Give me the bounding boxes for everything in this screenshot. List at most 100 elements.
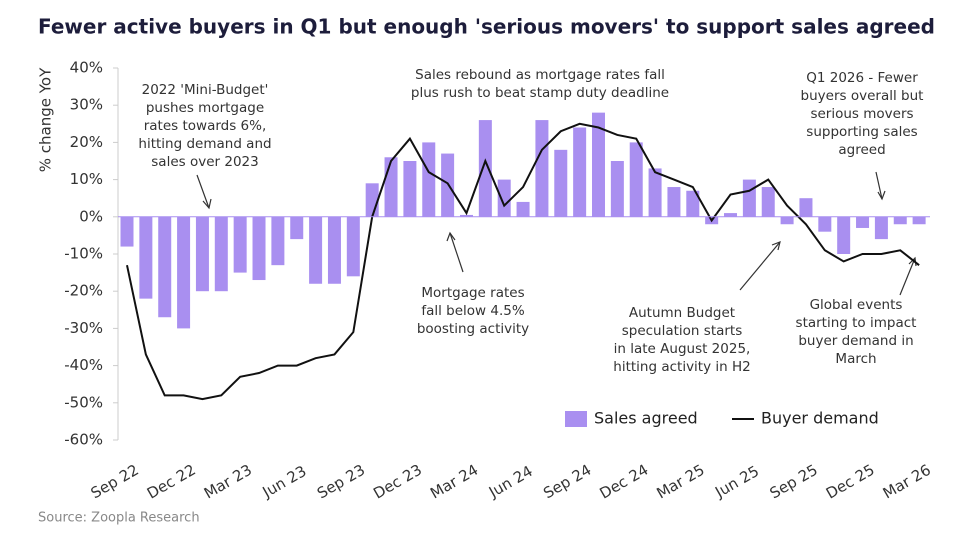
x-tick-label: Dec 23	[370, 461, 425, 503]
bar	[912, 216, 926, 225]
bar	[629, 142, 643, 217]
arrow	[875, 171, 883, 200]
bar	[874, 216, 888, 240]
x-tick-label: Mar 25	[653, 461, 707, 503]
annotation-line: in late August 2025,	[614, 341, 751, 357]
y-tick-label: 10%	[70, 170, 103, 188]
annotation: Q1 2026 - Fewer buyers overall but serious…	[801, 70, 924, 158]
bar	[686, 190, 700, 217]
arrows	[196, 171, 917, 296]
annotation-line: March	[835, 351, 876, 367]
x-tick-label: Mar 26	[880, 461, 934, 503]
chart-title: Fewer active buyers in Q1 but enough 'se…	[38, 15, 935, 39]
x-tick-label: Jun 24	[485, 462, 536, 502]
bar	[742, 179, 756, 217]
x-tick-label: Jun 25	[711, 462, 762, 502]
x-tick-label: Dec 22	[144, 461, 199, 503]
arrow-head	[877, 190, 886, 201]
x-tick-label: Jun 23	[259, 462, 310, 502]
bar	[214, 216, 228, 292]
legend-label: Buyer demand	[761, 409, 879, 428]
bar	[761, 187, 775, 217]
arrow-head	[771, 241, 781, 251]
legend-label: Sales agreed	[594, 409, 698, 428]
bar	[648, 168, 662, 217]
bar	[535, 120, 549, 217]
bar	[177, 216, 191, 329]
y-tick-label: 30%	[70, 96, 103, 114]
bar	[516, 201, 530, 217]
bar	[478, 120, 492, 217]
annotation-line: plus rush to beat stamp duty deadline	[411, 85, 669, 101]
y-tick-label: -40%	[64, 356, 103, 374]
bar	[158, 216, 172, 318]
bar	[422, 142, 436, 217]
x-tick-label: Sep 24	[540, 461, 594, 503]
y-tick-label: 20%	[70, 133, 103, 151]
bar	[724, 213, 738, 217]
annotation-line: buyer demand in	[798, 333, 913, 349]
bar	[497, 179, 511, 217]
annotation-line: hitting demand and	[138, 136, 271, 152]
x-tick-label: Mar 24	[427, 461, 481, 503]
annotation-line: speculation starts	[622, 323, 743, 339]
annotation-line: Global events	[810, 297, 903, 313]
bar	[818, 216, 832, 232]
bar	[290, 216, 304, 240]
arrow	[196, 174, 210, 209]
bar	[610, 161, 624, 217]
arrow-head	[446, 231, 456, 242]
bar	[139, 216, 153, 299]
y-tick-label: 0%	[79, 207, 103, 225]
source: Source: Zoopla Research	[38, 511, 200, 526]
annotation: Mortgage rates fall below 4.5% boosting ac…	[417, 285, 529, 337]
annotation-line: pushes mortgage	[146, 100, 264, 116]
annotation-line: boosting activity	[417, 321, 529, 337]
bar	[799, 198, 813, 217]
annotation: Global events starting to impact buyer dem…	[796, 297, 917, 367]
y-tick-label: -20%	[64, 282, 103, 300]
bar	[893, 216, 907, 225]
annotation-line: rates towards 6%,	[144, 118, 267, 134]
annotation: Autumn Budget speculation starts in late A…	[613, 305, 750, 375]
y-axis-label: % change YoY	[37, 67, 55, 172]
bar	[554, 149, 568, 217]
x-tick-label: Dec 24	[597, 461, 652, 503]
annotation-line: starting to impact	[796, 315, 917, 331]
annotation-line: 2022 'Mini-Budget'	[142, 82, 269, 98]
annotation: 2022 'Mini-Budget' pushes mortgage rates t…	[138, 82, 271, 170]
y-tick-label: -10%	[64, 245, 103, 263]
bar	[459, 214, 473, 217]
bar	[327, 216, 341, 284]
annotation-line: Q1 2026 - Fewer	[806, 70, 918, 86]
bar	[365, 183, 379, 217]
bar	[346, 216, 360, 277]
annotation-line: sales over 2023	[151, 154, 258, 170]
y-tick-label: -30%	[64, 319, 103, 337]
bar	[667, 187, 681, 217]
bar	[384, 157, 398, 217]
annotation-line: Mortgage rates	[421, 285, 524, 301]
arrow	[899, 257, 916, 296]
arrow	[739, 241, 781, 291]
x-tick-label: Dec 25	[823, 461, 878, 503]
y-tick-label: -60%	[64, 431, 103, 449]
arrow-head	[202, 198, 212, 210]
bar	[780, 216, 794, 225]
bar	[233, 216, 247, 273]
x-tick-label: Sep 22	[88, 461, 142, 503]
annotation-line: Autumn Budget	[629, 305, 735, 321]
bar	[837, 216, 851, 254]
annotation-line: Sales rebound as mortgage rates fall	[415, 67, 665, 83]
bar	[856, 216, 870, 228]
x-tick-label: Sep 25	[767, 461, 821, 503]
bar	[403, 161, 417, 217]
annotation-line: fall below 4.5%	[421, 303, 525, 319]
y-tick-label: -50%	[64, 393, 103, 411]
bar	[195, 216, 209, 292]
annotation-line: serious movers	[810, 106, 913, 122]
legend-swatch	[565, 411, 587, 427]
annotation-line: supporting sales	[806, 124, 917, 140]
x-tick-label: Mar 23	[201, 461, 255, 503]
